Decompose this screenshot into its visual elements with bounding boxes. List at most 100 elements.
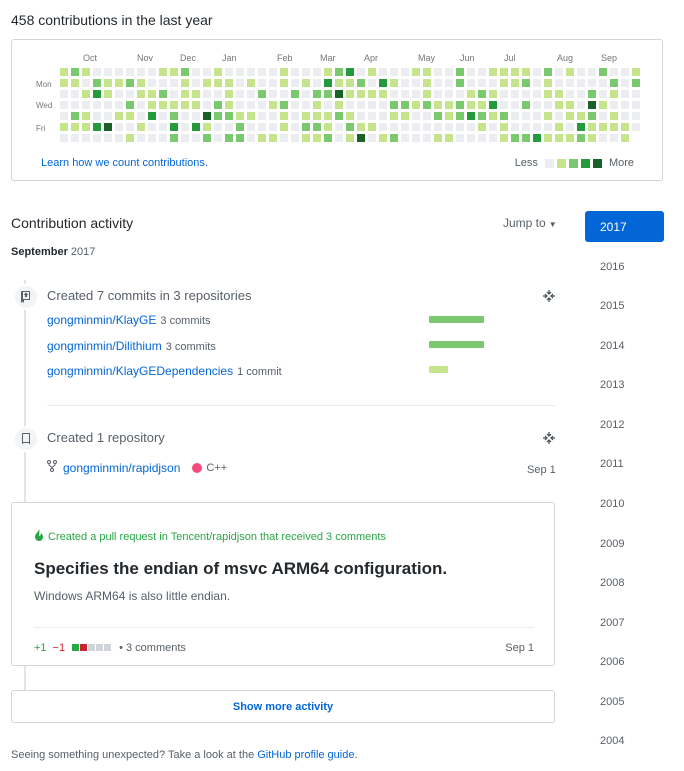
show-more-activity-button[interactable]: Show more activity <box>11 690 555 723</box>
contribution-day[interactable] <box>258 101 266 109</box>
contribution-day[interactable] <box>313 123 321 131</box>
contribution-day[interactable] <box>423 90 431 98</box>
contribution-day[interactable] <box>489 79 497 87</box>
contribution-day[interactable] <box>522 134 530 142</box>
contribution-day[interactable] <box>577 123 585 131</box>
contribution-day[interactable] <box>390 90 398 98</box>
contribution-day[interactable] <box>71 79 79 87</box>
contribution-day[interactable] <box>104 79 112 87</box>
contribution-day[interactable] <box>566 68 574 76</box>
year-link[interactable]: 2006 <box>600 656 625 668</box>
contribution-day[interactable] <box>148 112 156 120</box>
contribution-day[interactable] <box>632 123 640 131</box>
contribution-day[interactable] <box>236 90 244 98</box>
contribution-day[interactable] <box>291 79 299 87</box>
contribution-day[interactable] <box>379 101 387 109</box>
contribution-day[interactable] <box>280 68 288 76</box>
contribution-day[interactable] <box>621 68 629 76</box>
contribution-day[interactable] <box>599 90 607 98</box>
contribution-day[interactable] <box>82 90 90 98</box>
contribution-day[interactable] <box>115 112 123 120</box>
contribution-day[interactable] <box>588 101 596 109</box>
year-link[interactable]: 2014 <box>600 340 625 352</box>
contribution-day[interactable] <box>346 101 354 109</box>
contribution-day[interactable] <box>214 90 222 98</box>
contribution-day[interactable] <box>621 134 629 142</box>
contribution-day[interactable] <box>148 68 156 76</box>
repo-link[interactable]: gongminmin/KlayGEDependencies <box>47 364 234 378</box>
contribution-day[interactable] <box>412 79 420 87</box>
contribution-day[interactable] <box>214 123 222 131</box>
contribution-day[interactable] <box>555 101 563 109</box>
contribution-day[interactable] <box>478 79 486 87</box>
pr-note-text[interactable]: Created a pull request in Tencent/rapidj… <box>48 531 386 543</box>
fold-icon[interactable] <box>542 431 556 448</box>
contribution-day[interactable] <box>423 101 431 109</box>
contribution-day[interactable] <box>566 123 574 131</box>
contribution-day[interactable] <box>126 123 134 131</box>
contribution-day[interactable] <box>368 123 376 131</box>
contribution-day[interactable] <box>71 134 79 142</box>
year-link[interactable]: 2004 <box>600 735 625 747</box>
contribution-day[interactable] <box>181 112 189 120</box>
contribution-day[interactable] <box>269 112 277 120</box>
contribution-day[interactable] <box>93 123 101 131</box>
contribution-day[interactable] <box>577 112 585 120</box>
contribution-day[interactable] <box>192 112 200 120</box>
contribution-day[interactable] <box>258 90 266 98</box>
contribution-day[interactable] <box>434 101 442 109</box>
contribution-day[interactable] <box>104 112 112 120</box>
contribution-day[interactable] <box>302 90 310 98</box>
contribution-day[interactable] <box>379 90 387 98</box>
contribution-day[interactable] <box>302 123 310 131</box>
contribution-day[interactable] <box>599 68 607 76</box>
contribution-day[interactable] <box>555 68 563 76</box>
contribution-day[interactable] <box>93 134 101 142</box>
contribution-day[interactable] <box>511 68 519 76</box>
contribution-day[interactable] <box>456 90 464 98</box>
contribution-day[interactable] <box>137 134 145 142</box>
contribution-day[interactable] <box>93 68 101 76</box>
contribution-day[interactable] <box>225 101 233 109</box>
contribution-day[interactable] <box>269 68 277 76</box>
contribution-day[interactable] <box>269 90 277 98</box>
contribution-day[interactable] <box>445 134 453 142</box>
contribution-day[interactable] <box>544 68 552 76</box>
contribution-day[interactable] <box>302 79 310 87</box>
contribution-day[interactable] <box>456 101 464 109</box>
contribution-day[interactable] <box>148 101 156 109</box>
contribution-day[interactable] <box>621 101 629 109</box>
contribution-day[interactable] <box>60 123 68 131</box>
contribution-day[interactable] <box>390 68 398 76</box>
contribution-day[interactable] <box>137 112 145 120</box>
contribution-day[interactable] <box>137 90 145 98</box>
contribution-day[interactable] <box>566 101 574 109</box>
contribution-day[interactable] <box>137 123 145 131</box>
contribution-day[interactable] <box>192 134 200 142</box>
contribution-day[interactable] <box>214 68 222 76</box>
contribution-day[interactable] <box>159 101 167 109</box>
contribution-day[interactable] <box>269 101 277 109</box>
contribution-day[interactable] <box>434 79 442 87</box>
contribution-day[interactable] <box>115 90 123 98</box>
contribution-day[interactable] <box>225 68 233 76</box>
contribution-day[interactable] <box>357 79 365 87</box>
contribution-day[interactable] <box>104 123 112 131</box>
year-link[interactable]: 2011 <box>600 458 624 470</box>
contribution-day[interactable] <box>126 101 134 109</box>
contribution-day[interactable] <box>104 68 112 76</box>
contribution-day[interactable] <box>401 112 409 120</box>
contribution-day[interactable] <box>478 112 486 120</box>
contribution-day[interactable] <box>236 123 244 131</box>
contribution-day[interactable] <box>203 134 211 142</box>
contribution-day[interactable] <box>423 123 431 131</box>
contribution-day[interactable] <box>445 90 453 98</box>
contribution-day[interactable] <box>588 90 596 98</box>
contribution-day[interactable] <box>82 134 90 142</box>
contribution-day[interactable] <box>478 134 486 142</box>
contribution-day[interactable] <box>357 123 365 131</box>
contribution-day[interactable] <box>280 79 288 87</box>
contribution-day[interactable] <box>60 112 68 120</box>
repo-link[interactable]: gongminmin/Dilithium <box>47 339 162 353</box>
contribution-day[interactable] <box>247 101 255 109</box>
